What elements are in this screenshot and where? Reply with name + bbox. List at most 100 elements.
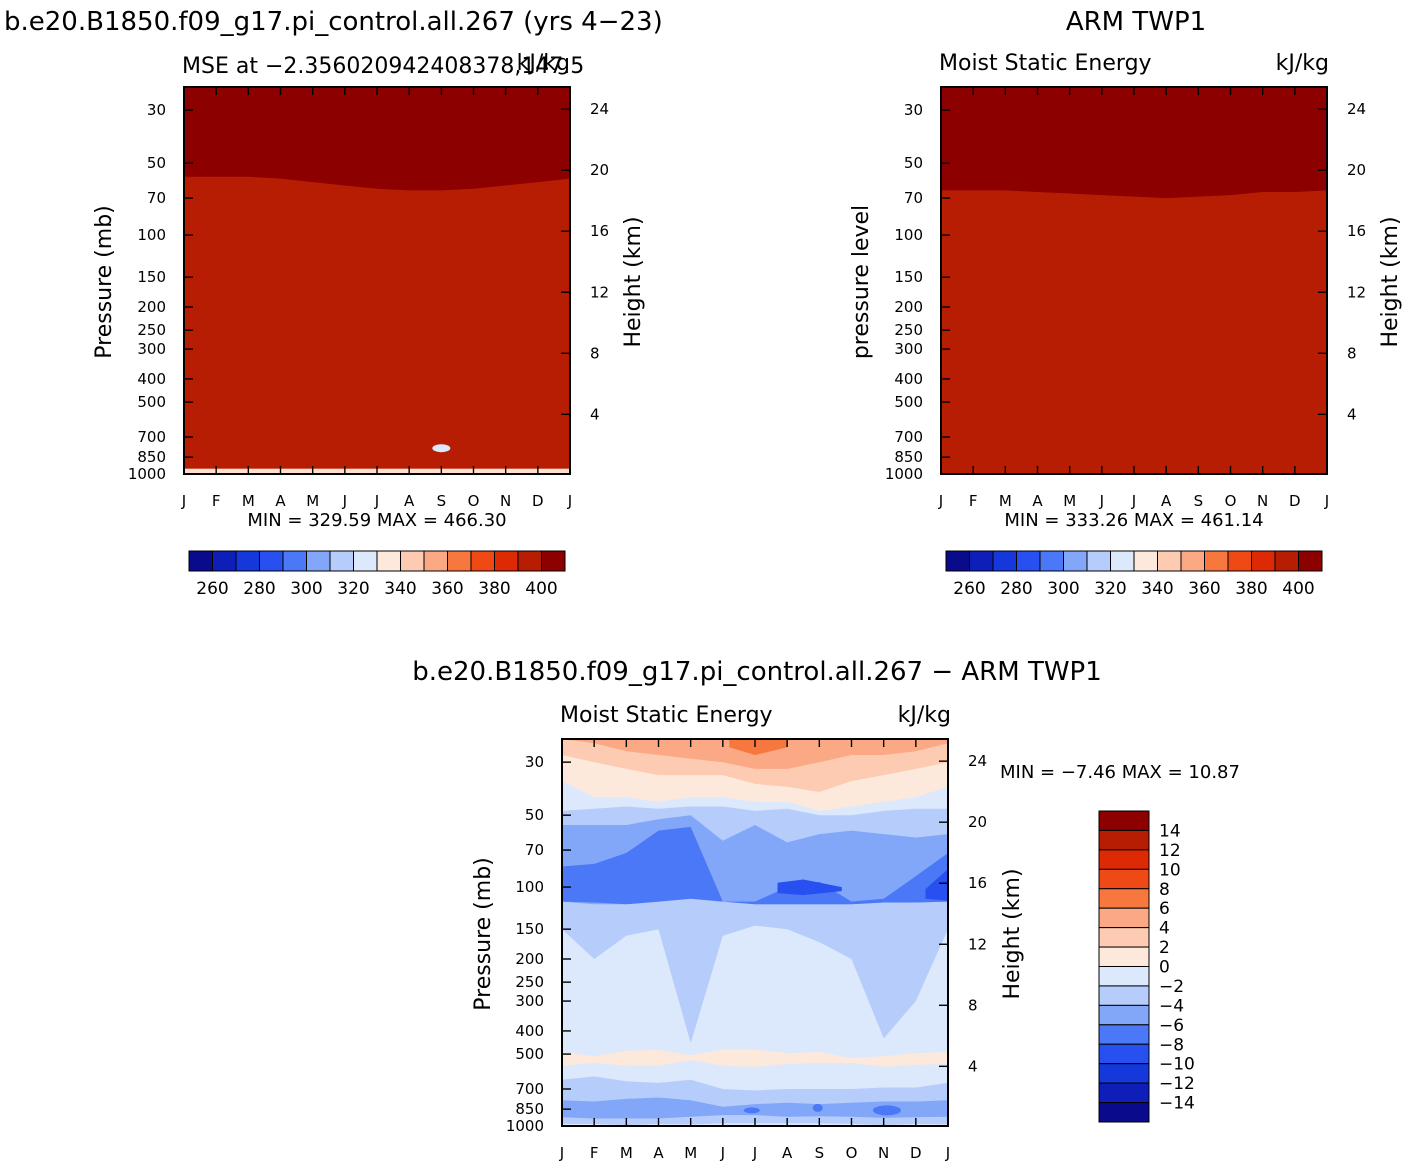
p1-ytick-label: 1000 — [128, 465, 166, 483]
p1-ytick-right-label: 8 — [590, 344, 600, 362]
panel-diff-units: kJ/kg — [898, 703, 951, 728]
colorbar-swatch — [1098, 829, 1150, 851]
colorbar-swatch — [1133, 550, 1158, 572]
panel-diff: b.e20.B1850.f09_g17.pi_control.all.267 −… — [412, 657, 1240, 1162]
p1-ytick-label: 150 — [137, 268, 166, 286]
p3-xtick-label: A — [782, 1144, 793, 1162]
colorbar-label: 4 — [1159, 919, 1170, 939]
colorbar-label: 320 — [1094, 579, 1126, 599]
colorbar-swatch — [1098, 1004, 1150, 1026]
p3-ytick-label: 30 — [525, 753, 544, 771]
p1-xtick-label: J — [181, 492, 186, 510]
p2-ytick-label: 1000 — [885, 465, 923, 483]
p3-xtick-label: O — [846, 1144, 858, 1162]
colorbar-swatch — [541, 550, 566, 572]
colorbar-label: 0 — [1159, 958, 1170, 978]
colorbar-swatch — [1098, 868, 1150, 890]
panel-obs-subtitle: Moist Static Energy — [939, 51, 1152, 76]
p2-xtick-label: N — [1257, 492, 1268, 510]
p3-ytick-label: 500 — [515, 1045, 544, 1063]
p3-ytick-right-label: 12 — [968, 935, 987, 953]
p1-xtick-label: D — [532, 492, 544, 510]
colorbar-swatch — [1098, 810, 1150, 831]
p2-xtick-label: A — [1032, 492, 1043, 510]
p1-xtick-label: M — [242, 492, 255, 510]
p2-ytick-right-label: 4 — [1347, 405, 1357, 423]
p2-xtick-label: J — [1099, 492, 1104, 510]
p1-ytick-right-label: 16 — [590, 222, 609, 240]
colorbar-swatch — [306, 550, 331, 572]
panel-model: b.e20.B1850.f09_g17.pi_control.all.267 (… — [4, 7, 663, 599]
panel-model-minmax: MIN = 329.59 MAX = 466.30 — [247, 510, 506, 531]
p1-xtick-label: A — [275, 492, 286, 510]
colorbar-swatch — [235, 550, 260, 572]
p1-xtick-label: A — [404, 492, 415, 510]
p3-xtick-label: A — [653, 1144, 664, 1162]
p1-ytick-label: 700 — [137, 428, 166, 446]
p3-ytick-label: 700 — [515, 1080, 544, 1098]
colorbar-swatch — [1098, 1082, 1150, 1104]
p3-ytick-label: 1000 — [506, 1117, 544, 1135]
p2-ytick-right-label: 20 — [1347, 161, 1366, 179]
colorbar-label: 6 — [1159, 899, 1170, 919]
p2-xtick-label: D — [1289, 492, 1301, 510]
p3-ytick-label: 250 — [515, 973, 544, 991]
colorbar-swatch — [447, 550, 472, 572]
colorbar-swatch — [1098, 966, 1150, 987]
panel-diff-subtitle: Moist Static Energy — [560, 703, 773, 728]
colorbar-swatch — [329, 550, 354, 572]
colorbar-swatch — [1098, 907, 1150, 929]
p3-ytick-right-label: 8 — [968, 996, 978, 1014]
p1-xtick-label: J — [342, 492, 347, 510]
diff-upper-neg6 — [562, 826, 948, 905]
colorbar-swatch — [376, 550, 401, 572]
colorbar-label: 260 — [196, 579, 228, 599]
p3-xtick-label: M — [620, 1144, 633, 1162]
colorbar-label: 380 — [1235, 579, 1267, 599]
panel-model-title: b.e20.B1850.f09_g17.pi_control.all.267 (… — [4, 7, 663, 37]
p2-ytick-label: 50 — [904, 154, 923, 172]
colorbar-swatch — [1098, 1063, 1150, 1084]
colorbar-label: 300 — [1047, 579, 1079, 599]
panel-model-ylabel-right: Height (km) — [621, 216, 646, 347]
colorbar-label: 8 — [1159, 880, 1170, 900]
p2-xtick-label: J — [938, 492, 943, 510]
panel-model-ylabel: Pressure (mb) — [92, 205, 117, 359]
p1-ytick-label: 850 — [137, 448, 166, 466]
p3-ytick-label: 50 — [525, 806, 544, 824]
p2-ytick-right-label: 12 — [1347, 283, 1366, 301]
p3-xtick-label: J — [559, 1144, 564, 1162]
p1-ytick-right-label: 4 — [590, 405, 600, 423]
colorbar-swatch — [188, 550, 213, 572]
colorbar-label: −6 — [1159, 1016, 1184, 1036]
p3-ytick-right-label: 16 — [968, 874, 987, 892]
colorbar-label: 12 — [1159, 841, 1181, 861]
panel-diff-ylabel-right: Height (km) — [1000, 868, 1025, 999]
p2-xtick-label: J — [1131, 492, 1136, 510]
colorbar-model: 260 280 300 320 340 360 380 400 — [188, 550, 566, 599]
panel-diff-minmax: MIN = −7.46 MAX = 10.87 — [1000, 762, 1240, 783]
colorbar-swatch — [1039, 550, 1064, 572]
p3-xtick-label: M — [684, 1144, 697, 1162]
p3-xtick-label: N — [878, 1144, 889, 1162]
p2-ytick-label: 500 — [894, 393, 923, 411]
colorbar-obs: 260 280 300 320 340 360 380 400 — [945, 550, 1323, 599]
p2-ytick-label: 400 — [894, 370, 923, 388]
p2-xtick-label: F — [969, 492, 978, 510]
colorbar-label: −2 — [1159, 977, 1184, 997]
p3-ytick-label: 300 — [515, 992, 544, 1010]
p2-ytick-label: 250 — [894, 321, 923, 339]
p3-xtick-label: J — [752, 1144, 757, 1162]
p1-ytick-right-label: 20 — [590, 161, 609, 179]
colorbar-swatch — [1086, 550, 1111, 572]
diff-low-neg6-c — [743, 1107, 760, 1114]
colorbar-swatch — [259, 550, 284, 572]
colorbar-swatch — [945, 550, 970, 572]
colorbar-swatch — [1157, 550, 1182, 572]
p1-ytick-label: 50 — [147, 154, 166, 172]
panel-obs-ylabel-right: Height (km) — [1378, 216, 1403, 347]
p1-ytick-label: 30 — [147, 101, 166, 119]
p3-xtick-label: S — [815, 1144, 825, 1162]
p1-ytick-label: 500 — [137, 393, 166, 411]
colorbar-label: −10 — [1159, 1055, 1195, 1075]
